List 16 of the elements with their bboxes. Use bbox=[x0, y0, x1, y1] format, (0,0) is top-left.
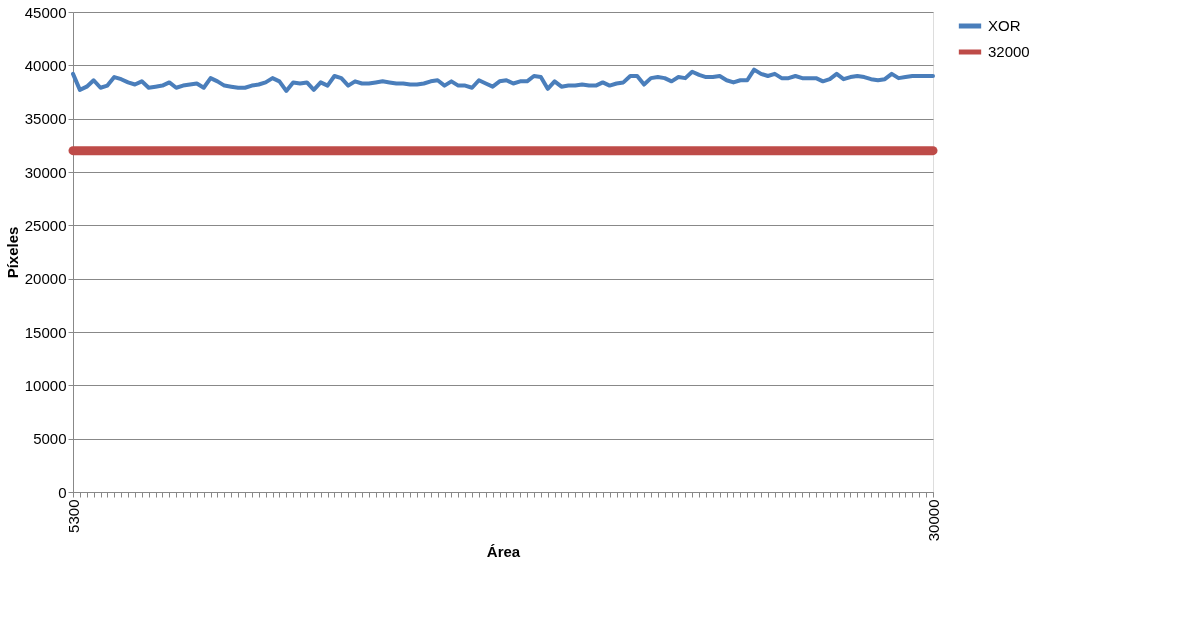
line-series bbox=[71, 67, 935, 93]
y-axis-title: Píxeles bbox=[3, 226, 21, 279]
y-tick-label: 15000 bbox=[24, 323, 67, 341]
legend-label: XOR bbox=[988, 17, 1021, 34]
y-tick-label: 30000 bbox=[24, 163, 67, 181]
y-tick-label: 0 bbox=[58, 483, 67, 501]
y-tick-label: 35000 bbox=[24, 110, 67, 128]
y-tick-label: 5000 bbox=[33, 430, 67, 448]
y-tick-label: 45000 bbox=[24, 3, 67, 21]
y-tick-label: 20000 bbox=[24, 270, 67, 288]
x-tick-label: 5300 bbox=[64, 499, 82, 533]
x-axis-title: Área bbox=[486, 543, 521, 561]
y-tick-label: 25000 bbox=[24, 216, 67, 234]
y-tick-label: 40000 bbox=[24, 56, 67, 74]
legend-label: 32000 bbox=[988, 43, 1030, 60]
y-tick-label: 10000 bbox=[24, 376, 67, 394]
